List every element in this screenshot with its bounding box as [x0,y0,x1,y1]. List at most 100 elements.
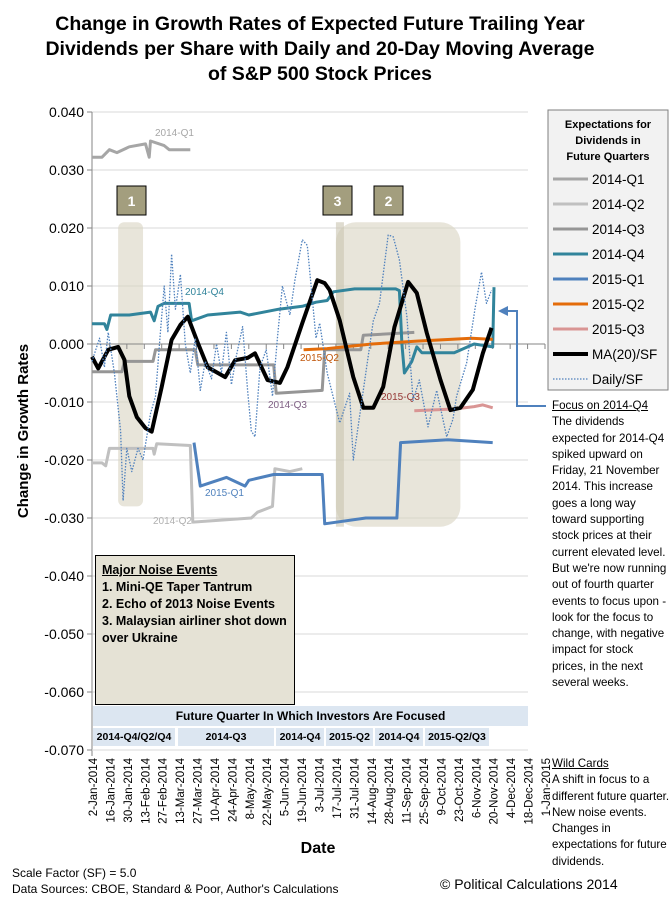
y-axis-label: Change in Growth Rates [15,344,32,518]
x-tick-label: 6-Nov-2014 [471,757,483,818]
legend-entry: MA(20)/SF [592,347,657,362]
series-label-2014-q4: 2014-Q4 [185,287,224,298]
event-marker-label: 1 [128,193,136,209]
scale-factor-note: Scale Factor (SF) = 5.0 [12,866,137,880]
focus-arrow [506,310,546,407]
x-tick-label: 22-May-2014 [262,757,274,825]
x-tick-label: 28-Aug-2014 [384,757,396,824]
x-tick-label: 9-Oct-2014 [436,757,448,815]
x-tick-label: 27-Mar-2014 [193,757,205,823]
event-band-3 [335,222,344,527]
series-line-2014-q1 [92,139,191,159]
x-tick-label: 23-Oct-2014 [454,757,466,822]
x-tick-label: 17-Jul-2014 [332,757,344,818]
focus-segment: 2014-Q4 [276,728,324,746]
y-tick-label: -0.030 [44,510,84,526]
arrow-head-icon [498,306,508,316]
x-axis-label: Date [301,840,336,857]
y-tick-label: 0.040 [49,104,84,120]
copyright: © Political Calculations 2014 [440,876,618,892]
noise-item: 1. Mini-QE Taper Tantrum [102,580,253,594]
y-tick-label: 0.020 [49,220,84,236]
legend-entry: 2015-Q1 [592,272,645,287]
focus-segment: 2014-Q3 [178,728,274,746]
x-tick-label: 13-Mar-2014 [175,757,187,823]
focus-segment: 2015-Q2 [326,728,373,746]
series-label-2014-q1: 2014-Q1 [155,128,194,139]
series-label-2015-q2: 2015-Q2 [300,353,339,364]
legend-entry: Daily/SF [592,372,643,387]
x-tick-label: 16-Jan-2014 [105,757,117,822]
legend-title: Expectations for [565,119,652,131]
x-tick-label: 8-May-2014 [245,757,257,819]
chart-title: Change in Growth Rates of Expected Futur… [45,13,595,85]
x-tick-label: 1-Jan-2015 [541,758,553,816]
noise-events-box: Major Noise Events 1. Mini-QE Taper Tant… [95,555,295,705]
series-line-2014-q4 [92,287,496,375]
wild-cards-text: A shift in focus to a different future q… [552,773,670,868]
wild-cards-annotation: Wild Cards A shift in focus to a differe… [552,756,670,870]
y-tick-label: -0.070 [44,742,84,758]
x-tick-label: 30-Jan-2014 [123,757,135,822]
x-tick-label: 13-Feb-2014 [140,757,152,823]
event-band-1 [118,222,144,507]
x-tick-label: 20-Nov-2014 [489,757,501,824]
noise-item: 2. Echo of 2013 Noise Events [102,597,275,611]
y-tick-label: -0.050 [44,626,84,642]
focus-segment: 2014-Q4/Q2/Q4 [93,728,175,746]
x-tick-label: 24-Apr-2014 [227,757,239,822]
noise-item: 3. Malaysian airliner shot down over Ukr… [102,614,287,645]
focus-annotation-heading: Focus on 2014-Q4 [552,399,649,412]
x-tick-label: 2-Jan-2014 [88,757,100,816]
x-tick-label: 14-Aug-2014 [367,757,379,824]
event-marker-box [373,185,404,216]
series-label-2015-q3: 2015-Q3 [381,392,420,403]
legend-entry: 2014-Q4 [592,247,645,262]
x-tick-label: 11-Sep-2014 [402,757,414,823]
y-tick-label: -0.040 [44,568,84,584]
x-tick-label: 25-Sep-2014 [419,757,431,824]
legend-title: Dividends in [575,135,641,147]
series-line-2015-q1 [192,438,493,526]
data-sources-note: Data Sources: CBOE, Standard & Poor, Aut… [12,882,339,896]
x-tick-label: 5-Jun-2014 [280,757,292,816]
y-tick-label: -0.060 [44,684,84,700]
focus-segment: 2014-Q4 [375,728,423,746]
y-tick-label: 0.030 [49,162,84,178]
x-tick-label: 18-Dec-2014 [524,757,536,824]
wild-cards-heading: Wild Cards [552,757,609,770]
legend-entry: 2015-Q2 [592,297,645,312]
legend-entry: 2014-Q1 [592,172,645,187]
y-tick-label: -0.010 [44,394,84,410]
series-line-daily-sf [91,234,493,502]
x-tick-label: 4-Dec-2014 [506,757,518,818]
focus-heading: Future Quarter In Which Investors Are Fo… [93,706,528,726]
series-line-2014-q2 [92,442,303,524]
y-tick-label: -0.020 [44,452,84,468]
legend-entry: 2015-Q3 [592,322,645,337]
x-tick-label: 19-Jun-2014 [297,757,309,822]
event-marker-label: 2 [385,193,393,209]
series-line-ma-20-sf [90,278,494,434]
series-line-2014-q3 [92,330,415,395]
x-tick-label: 10-Apr-2014 [210,757,222,822]
x-tick-label: 3-Jul-2014 [315,757,327,812]
focus-segment: 2015-Q2/Q3 [425,728,489,746]
focus-annotation-text: The dividends expected for 2014-Q4 spike… [552,415,667,690]
legend-entry: 2014-Q2 [592,197,645,212]
series-label-2014-q2: 2014-Q2 [153,516,192,527]
x-tick-label: 27-Feb-2014 [158,757,170,823]
x-tick-label: 31-Jul-2014 [349,757,361,818]
event-marker-label: 3 [334,193,342,209]
event-marker-box [116,185,147,216]
event-marker-box [322,185,353,216]
event-band-2 [335,222,461,527]
noise-heading: Major Noise Events [102,563,218,577]
focus-annotation: Focus on 2014-Q4 The dividends expected … [552,398,670,691]
series-label-2015-q1: 2015-Q1 [205,488,244,499]
y-tick-label: 0.010 [49,278,84,294]
series-label-2014-q3: 2014-Q3 [268,400,307,411]
legend-box [547,109,669,391]
